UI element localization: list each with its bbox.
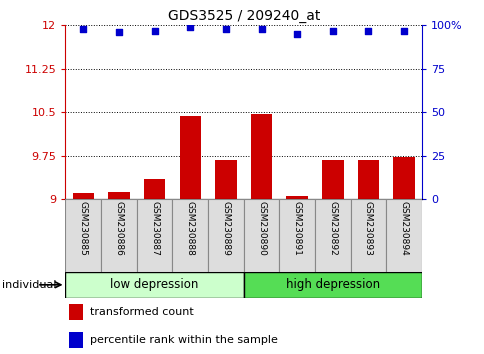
Bar xyxy=(357,160,378,199)
Point xyxy=(222,26,229,32)
Point xyxy=(399,28,407,34)
Bar xyxy=(73,193,94,199)
Text: GSM230888: GSM230888 xyxy=(185,201,195,256)
Bar xyxy=(144,179,165,199)
Text: GSM230886: GSM230886 xyxy=(114,201,123,256)
Bar xyxy=(136,199,172,272)
Text: low depression: low depression xyxy=(110,278,198,291)
Bar xyxy=(279,199,314,272)
Bar xyxy=(215,160,236,199)
Bar xyxy=(69,332,83,348)
Bar xyxy=(350,199,385,272)
Point xyxy=(364,28,372,34)
Title: GDS3525 / 209240_at: GDS3525 / 209240_at xyxy=(167,9,319,23)
Text: GSM230893: GSM230893 xyxy=(363,201,372,256)
Bar xyxy=(321,160,343,199)
Bar xyxy=(101,199,136,272)
Bar xyxy=(69,304,83,320)
Bar xyxy=(393,157,414,199)
Text: GSM230887: GSM230887 xyxy=(150,201,159,256)
Text: GSM230891: GSM230891 xyxy=(292,201,301,256)
Bar xyxy=(243,272,421,298)
Text: percentile rank within the sample: percentile rank within the sample xyxy=(90,335,278,346)
Point xyxy=(151,28,158,34)
Point xyxy=(257,26,265,32)
Point xyxy=(293,32,301,37)
Point xyxy=(79,26,87,32)
Bar xyxy=(65,199,101,272)
Point xyxy=(186,24,194,30)
Point xyxy=(328,28,336,34)
Text: high depression: high depression xyxy=(285,278,379,291)
Text: GSM230892: GSM230892 xyxy=(328,201,337,256)
Bar xyxy=(172,199,208,272)
Bar xyxy=(179,116,200,199)
Text: individual: individual xyxy=(2,280,57,290)
Text: GSM230885: GSM230885 xyxy=(78,201,88,256)
Text: GSM230894: GSM230894 xyxy=(399,201,408,256)
Text: GSM230890: GSM230890 xyxy=(257,201,266,256)
Bar xyxy=(314,199,350,272)
Bar xyxy=(250,114,272,199)
Bar xyxy=(286,196,307,199)
Bar xyxy=(108,192,129,199)
Point xyxy=(115,30,122,35)
Bar xyxy=(65,272,243,298)
Bar xyxy=(385,199,421,272)
Bar xyxy=(243,199,279,272)
Text: GSM230889: GSM230889 xyxy=(221,201,230,256)
Text: transformed count: transformed count xyxy=(90,307,194,317)
Bar xyxy=(208,199,243,272)
